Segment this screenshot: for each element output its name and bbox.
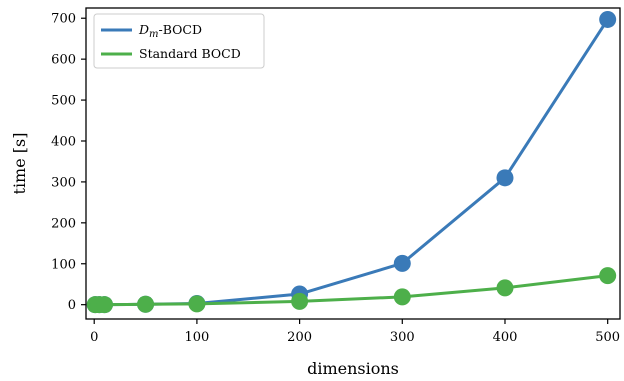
x-tick-label: 100 bbox=[184, 330, 209, 345]
y-tick-label: 600 bbox=[51, 53, 76, 68]
legend-label-series-1: Dm-BOCD bbox=[138, 22, 202, 40]
y-tick-label: 0 bbox=[68, 298, 76, 313]
plot-frame bbox=[85, 7, 621, 320]
y-tick-label: 100 bbox=[51, 257, 76, 272]
legend: Dm-BOCD Standard BOCD bbox=[93, 13, 265, 69]
y-tick-label: 300 bbox=[51, 175, 76, 190]
x-tick-label: 300 bbox=[390, 330, 415, 345]
series-1-point bbox=[496, 169, 514, 187]
series-2-point bbox=[137, 295, 155, 313]
x-axis: 0 100 200 300 400 500 bbox=[90, 319, 620, 345]
y-tick-label: 200 bbox=[51, 216, 76, 231]
series-1-point bbox=[599, 10, 617, 28]
y-axis: 0 100 200 300 400 500 600 700 bbox=[51, 12, 86, 313]
x-tick-label: 500 bbox=[595, 330, 620, 345]
series-2-point bbox=[188, 295, 206, 313]
series-2-point bbox=[393, 288, 411, 306]
series-2-point bbox=[599, 267, 617, 285]
y-axis-label: time [s] bbox=[10, 133, 29, 195]
x-tick-label: 0 bbox=[90, 330, 98, 345]
y-tick-label: 500 bbox=[51, 94, 76, 109]
series-2-point bbox=[95, 296, 113, 314]
series-2-point bbox=[496, 279, 514, 297]
legend-label-series-2: Standard BOCD bbox=[139, 46, 241, 61]
plot-area bbox=[86, 10, 617, 314]
x-tick-label: 200 bbox=[287, 330, 312, 345]
series-2-point bbox=[291, 292, 309, 310]
series-1-point bbox=[393, 254, 411, 272]
y-tick-label: 700 bbox=[51, 12, 76, 27]
x-axis-label: dimensions bbox=[307, 359, 399, 378]
x-tick-label: 400 bbox=[493, 330, 518, 345]
y-tick-label: 400 bbox=[51, 134, 76, 149]
legend-box bbox=[93, 13, 265, 69]
